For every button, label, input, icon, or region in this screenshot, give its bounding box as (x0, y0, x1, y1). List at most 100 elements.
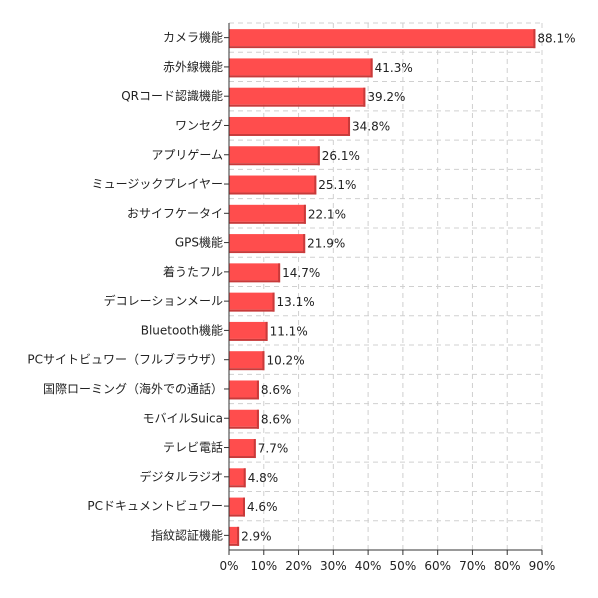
value-label: 4.6% (247, 500, 278, 514)
bar-shadow (229, 514, 245, 517)
category-label: 指紋認証機能 (151, 527, 223, 542)
bar (229, 175, 317, 193)
bar-edge (317, 146, 320, 166)
x-tick-label: 0% (219, 559, 238, 573)
x-tick-label: 30% (320, 559, 347, 573)
axes (228, 23, 542, 551)
x-tick-label: 60% (424, 559, 451, 573)
category-label: ミュージックプレイヤー (92, 177, 223, 191)
bar-shadow (229, 104, 366, 107)
bar-shadow (229, 309, 275, 312)
bar (229, 29, 536, 47)
value-label: 7.7% (258, 442, 289, 456)
category-label: 赤外線機能 (163, 59, 223, 74)
bar (229, 204, 306, 222)
bar-edge (262, 351, 265, 371)
bars (229, 29, 536, 546)
bar-edge (242, 497, 245, 517)
bar (229, 439, 256, 457)
value-label: 22.1% (308, 207, 346, 221)
bar-edge (303, 234, 306, 254)
bar (229, 292, 275, 310)
value-label: 14.7% (282, 266, 320, 280)
category-label: ワンセグ (175, 118, 223, 132)
bar-shadow (229, 485, 246, 488)
bar (229, 497, 245, 515)
x-tick-label: 90% (529, 559, 556, 573)
bar-shadow (229, 426, 259, 429)
bar-shadow (229, 46, 536, 49)
category-label: PCドキュメントビュワー (87, 499, 223, 513)
value-label: 39.2% (367, 90, 405, 104)
x-tick-label: 20% (285, 559, 312, 573)
bar-shadow (229, 280, 281, 283)
value-label: 26.1% (322, 149, 360, 163)
category-label: デジタルラジオ (139, 469, 223, 484)
x-tick-label: 50% (390, 559, 417, 573)
value-label: 13.1% (277, 295, 315, 309)
value-label: 34.8% (352, 119, 390, 133)
bar-shadow (229, 251, 306, 254)
bar-shadow (229, 456, 256, 459)
bar-edge (237, 526, 240, 546)
bar-edge (256, 409, 259, 429)
x-tick-label: 40% (355, 559, 382, 573)
bar (229, 146, 320, 164)
bar-edge (243, 468, 246, 488)
labels: 0% 10% 20% 30% 40% 50% 60% 70% 80% 90% カメラ機能 88.1% 赤… (27, 30, 575, 573)
bar (229, 351, 265, 369)
category-label: PCサイトビュワー（フルブラウザ） (27, 352, 223, 367)
value-label: 8.6% (261, 412, 292, 426)
bar-edge (303, 204, 306, 224)
value-label: 88.1% (537, 32, 575, 46)
bar-edge (370, 58, 373, 78)
category-label: Bluetooth機能 (141, 322, 223, 337)
category-label: デコレーションメール (104, 293, 223, 308)
category-label: GPS機能 (175, 235, 223, 250)
value-label: 2.9% (241, 529, 272, 543)
bar-shadow (229, 338, 268, 341)
category-label: 国際ローミング（海外での通話） (43, 381, 223, 396)
category-label: カメラ機能 (163, 30, 223, 45)
x-tick-label: 80% (494, 559, 521, 573)
bar-shadow (229, 368, 265, 371)
bar-edge (265, 321, 268, 341)
grid-lines (229, 22, 543, 550)
bar-shadow (229, 192, 317, 195)
bar (229, 526, 240, 544)
category-label: おサイフケータイ (127, 206, 223, 220)
bar (229, 409, 259, 427)
category-label: モバイルSuica (142, 411, 223, 425)
value-label: 11.1% (270, 324, 308, 338)
bar (229, 58, 373, 76)
bar-edge (253, 439, 256, 459)
bar-edge (256, 380, 259, 400)
bar-edge (363, 87, 366, 107)
x-tick-label: 70% (459, 559, 486, 573)
bar (229, 116, 351, 134)
category-label: テレビ電話 (163, 440, 223, 455)
bar-edge (278, 263, 281, 283)
bar (229, 263, 281, 281)
category-label: アプリゲーム (151, 148, 223, 162)
bar (229, 468, 246, 486)
bar (229, 380, 259, 398)
bar-shadow (229, 163, 320, 166)
bar (229, 87, 366, 105)
bar-shadow (229, 133, 351, 136)
bar-shadow (229, 543, 240, 546)
bar-shadow (229, 75, 373, 78)
value-label: 8.6% (261, 383, 292, 397)
x-tick-label: 10% (250, 559, 277, 573)
value-label: 10.2% (266, 354, 304, 368)
bar-edge (272, 292, 275, 312)
bar (229, 234, 306, 252)
value-label: 41.3% (375, 61, 413, 75)
bar (229, 321, 268, 339)
bar-edge (314, 175, 317, 195)
bar-shadow (229, 221, 306, 224)
category-label: QRコード認識機能 (121, 88, 223, 103)
bar-shadow (229, 397, 259, 400)
value-label: 21.9% (307, 237, 345, 251)
